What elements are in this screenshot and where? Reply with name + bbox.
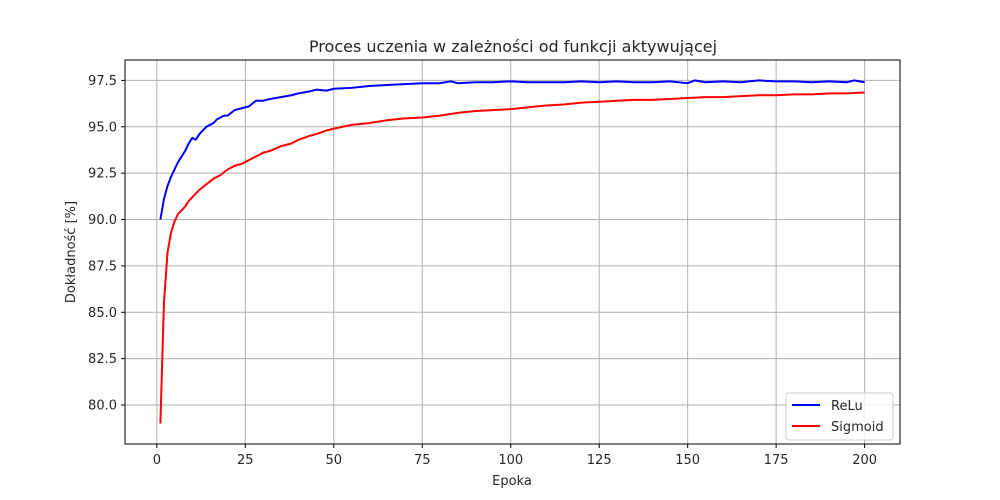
series-line-relu	[159, 79, 865, 220]
legend: ReLu Sigmoid	[785, 392, 894, 441]
x-tick-label: 25	[237, 453, 254, 468]
x-tick-label: 150	[675, 453, 700, 468]
grid	[125, 60, 900, 444]
x-axis-label: Epoka	[492, 474, 532, 489]
y-tick-label: 90.0	[88, 213, 117, 228]
plot-frame	[124, 59, 901, 445]
x-tick-label: 100	[498, 453, 523, 468]
y-tick-label: 80.0	[88, 399, 117, 414]
y-tick-label: 95.0	[88, 120, 117, 135]
x-axis-ticks: 0 25 50 75 100 125 150 175 200	[153, 444, 877, 468]
x-tick-label: 0	[153, 453, 161, 468]
series-line-sigmoid	[159, 91, 865, 424]
x-tick-label: 75	[414, 453, 431, 468]
y-axis-ticks: 80.0 82.5 85.0 87.5 90.0 92.5 95.0 97.5	[88, 74, 125, 414]
legend-label-sigmoid: Sigmoid	[831, 420, 884, 435]
x-tick-label: 200	[852, 453, 877, 468]
x-tick-label: 50	[326, 453, 343, 468]
x-tick-label: 125	[587, 453, 612, 468]
y-tick-label: 87.5	[88, 259, 117, 274]
x-tick-label: 175	[764, 453, 789, 468]
chart-title: Proces uczenia w zależności od funkcji a…	[309, 37, 717, 56]
y-tick-label: 92.5	[88, 167, 117, 182]
y-tick-label: 85.0	[88, 306, 117, 321]
y-tick-label: 97.5	[88, 74, 117, 89]
series-layer	[159, 79, 865, 424]
legend-label-relu: ReLu	[831, 399, 863, 414]
y-axis-label: Dokładność [%]	[64, 201, 79, 303]
y-tick-label: 82.5	[88, 352, 117, 367]
